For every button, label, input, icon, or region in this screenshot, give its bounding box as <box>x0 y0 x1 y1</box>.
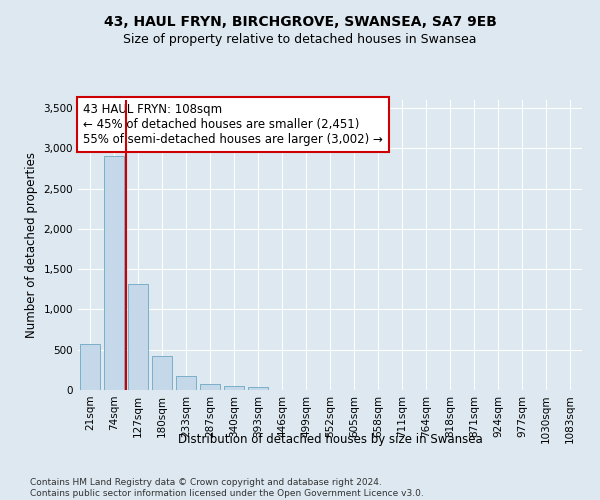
Bar <box>152 356 172 390</box>
Text: Distribution of detached houses by size in Swansea: Distribution of detached houses by size … <box>178 432 482 446</box>
Bar <box>248 387 268 390</box>
Bar <box>200 384 220 390</box>
Bar <box>176 376 196 390</box>
Bar <box>80 344 100 390</box>
Bar <box>128 284 148 390</box>
Text: Contains HM Land Registry data © Crown copyright and database right 2024.
Contai: Contains HM Land Registry data © Crown c… <box>30 478 424 498</box>
Text: Size of property relative to detached houses in Swansea: Size of property relative to detached ho… <box>123 32 477 46</box>
Y-axis label: Number of detached properties: Number of detached properties <box>25 152 38 338</box>
Bar <box>224 386 244 390</box>
Text: 43 HAUL FRYN: 108sqm
← 45% of detached houses are smaller (2,451)
55% of semi-de: 43 HAUL FRYN: 108sqm ← 45% of detached h… <box>83 103 383 146</box>
Bar <box>104 156 124 390</box>
Text: 43, HAUL FRYN, BIRCHGROVE, SWANSEA, SA7 9EB: 43, HAUL FRYN, BIRCHGROVE, SWANSEA, SA7 … <box>104 15 496 29</box>
